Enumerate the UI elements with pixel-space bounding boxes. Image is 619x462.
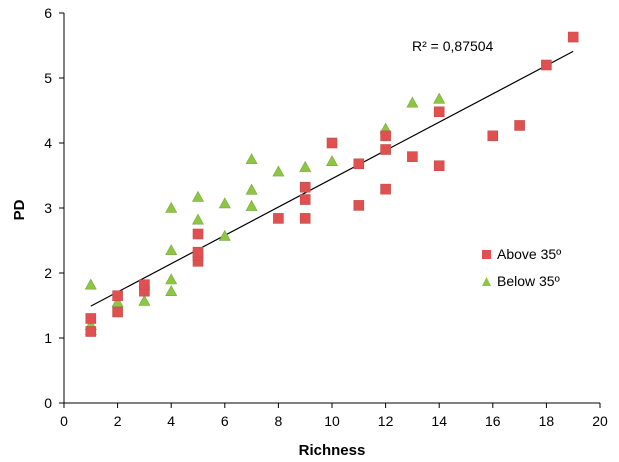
x-axis-title: Richness <box>299 442 366 459</box>
data-point-above-35 <box>85 326 97 337</box>
data-point-below-35 <box>165 285 178 297</box>
data-point-above-35 <box>112 306 123 318</box>
y-axis-title: PD <box>11 199 28 220</box>
data-point-below-35 <box>191 190 205 202</box>
trendline <box>90 50 574 307</box>
data-point-above-35 <box>380 130 391 142</box>
y-tick-label: 4 <box>44 135 52 151</box>
data-point-above-35 <box>407 151 418 162</box>
data-point-below-35 <box>218 197 231 209</box>
y-tick-label: 6 <box>44 5 52 21</box>
data-point-below-35 <box>299 160 312 172</box>
x-axis-ticks: 0 2 4 6 8 10 12 14 16 18 20 <box>60 403 608 429</box>
x-tick-label: 4 <box>167 413 175 429</box>
legend-label-above: Above 35º <box>497 246 561 262</box>
legend-label-below: Below 35º <box>497 273 560 289</box>
data-point-below-35 <box>84 278 97 290</box>
data-point-above-35 <box>380 144 391 155</box>
y-tick-label: 3 <box>44 200 52 216</box>
data-point-above-35 <box>514 120 525 131</box>
y-axis-ticks: 0 1 2 3 4 5 6 <box>44 5 64 411</box>
x-tick-label: 0 <box>60 413 68 429</box>
data-point-above-35 <box>139 279 150 291</box>
data-point-below-35 <box>191 213 205 225</box>
data-point-above-35 <box>192 246 204 258</box>
data-point-below-35 <box>245 199 258 211</box>
data-point-below-35 <box>138 294 151 306</box>
legend-marker-square <box>482 250 491 259</box>
legend-item-above: Above 35º <box>482 246 561 262</box>
x-tick-label: 8 <box>275 413 283 429</box>
data-point-above-35 <box>299 213 311 224</box>
y-tick-label: 0 <box>44 395 52 411</box>
data-point-above-35 <box>326 137 338 149</box>
data-point-below-35 <box>165 273 178 285</box>
data-point-below-35 <box>325 155 339 166</box>
data-point-above-35 <box>273 213 284 224</box>
data-point-below-35 <box>272 165 285 177</box>
data-point-below-35 <box>218 229 231 241</box>
data-point-above-35 <box>112 290 123 302</box>
data-point-above-35 <box>353 158 365 170</box>
data-point-above-35 <box>567 31 579 43</box>
data-point-below-35 <box>433 92 446 104</box>
x-tick-label: 18 <box>539 413 555 429</box>
data-point-above-35 <box>299 181 311 193</box>
data-point-above-35 <box>541 59 552 71</box>
legend-item-below: Below 35º <box>482 273 560 289</box>
data-point-above-35 <box>299 194 311 205</box>
data-point-below-35 <box>165 244 178 256</box>
x-tick-label: 2 <box>114 413 122 429</box>
y-tick-label: 5 <box>44 70 52 86</box>
data-markers <box>84 31 579 337</box>
y-tick-label: 2 <box>44 265 52 281</box>
data-point-above-35 <box>433 160 445 172</box>
data-point-below-35 <box>165 201 178 213</box>
x-tick-label: 16 <box>485 413 501 429</box>
data-point-below-35 <box>245 183 258 195</box>
data-point-below-35 <box>406 96 419 108</box>
data-point-above-35 <box>353 200 365 211</box>
data-point-below-35 <box>245 153 258 165</box>
legend: Above 35º Below 35º <box>482 246 561 289</box>
r-squared-annotation: R² = 0,87504 <box>412 38 494 54</box>
data-point-above-35 <box>380 183 391 195</box>
x-tick-label: 14 <box>431 413 447 429</box>
y-tick-label: 1 <box>44 330 52 346</box>
data-point-above-35 <box>433 106 445 118</box>
data-point-above-35 <box>487 130 499 142</box>
x-tick-label: 20 <box>592 413 608 429</box>
x-tick-label: 10 <box>324 413 340 429</box>
data-point-above-35 <box>85 313 97 324</box>
x-tick-label: 12 <box>378 413 394 429</box>
data-point-above-35 <box>192 228 204 240</box>
legend-marker-triangle <box>482 277 491 286</box>
x-tick-label: 6 <box>221 413 229 429</box>
